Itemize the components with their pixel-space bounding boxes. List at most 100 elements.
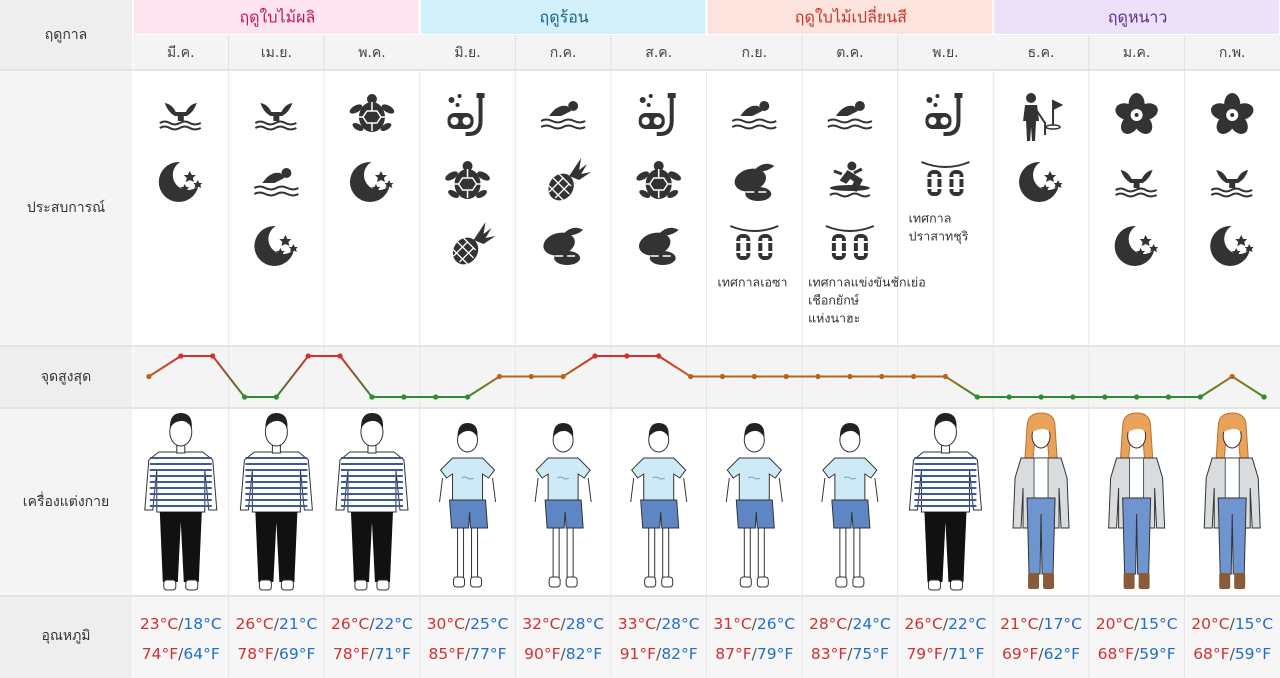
icon-part [476,93,485,98]
icon-part [954,93,963,98]
temp-separator: / [274,615,280,633]
icon-part [185,579,199,591]
icon-part [843,476,857,480]
icon-part [448,97,455,103]
temp-separator: / [1038,615,1044,633]
peak-point [783,373,789,380]
temp-separator: / [847,615,853,633]
temperature: 91°F/82°F [620,645,698,663]
temp-low: 59°F [1235,645,1271,663]
temp-low: 15°C [1139,615,1177,633]
peak-point [592,353,598,359]
experience-icon [1115,170,1158,198]
season-name: ฤดูหนาว [1108,8,1168,28]
icon-part [168,171,203,196]
icon-part [352,123,364,131]
clothing-figure [1012,412,1070,589]
icon-part [839,528,861,578]
icon-part [924,512,967,582]
temp-low: 21°C [279,615,317,633]
peak-point [879,373,885,380]
experience-icon [445,161,490,199]
peak-point [751,373,757,380]
icon-part [477,171,490,181]
experience-icon [1114,224,1159,266]
icon-part [934,413,957,428]
experience-icon [543,227,584,265]
icon-part [273,116,280,121]
experience-icon [925,93,963,136]
experience-label: เทศกาล [909,211,952,226]
icon-part [835,238,842,256]
icon-part [381,104,395,114]
icon-part [449,499,489,529]
icon-part [739,576,752,588]
experience-icon [825,225,875,260]
label-cell [0,0,132,69]
icon-part [735,499,775,529]
month-row [133,35,1280,69]
experience-icon [1210,224,1255,266]
clothing-figure [1108,412,1166,589]
icon-part [931,174,938,192]
icon-part [1219,573,1231,589]
icon-part [569,158,592,180]
temperature: 79°F/71°F [906,645,984,663]
month-label: ต.ค. [836,45,863,61]
experience-icon [254,224,299,266]
peak-point [815,373,821,380]
temp-separator: / [561,615,567,633]
icon-part [1033,457,1049,499]
icon-part [825,225,875,232]
icon-part [653,161,664,171]
temp-low: 71°F [948,645,984,663]
icon-part [358,102,385,132]
icon-part [1124,235,1159,260]
temperature: 90°F/82°F [524,645,602,663]
temp-separator: / [465,615,471,633]
temp-low: 82°F [566,645,602,663]
icon-part [457,94,462,98]
icon-part [646,103,651,107]
temperature: 26°C/21°C [235,615,317,633]
temp-high: 31°C [713,615,751,633]
icon-part [359,171,394,196]
icon-part [360,413,384,428]
icon-part [163,579,177,591]
experience-label: เทศกาลเอซา [718,275,788,290]
experience-label: ปราสาทชุริ [909,229,969,245]
icon-part [457,423,478,437]
experience-icon [729,225,779,260]
icon-part [448,190,459,198]
peak-segment [339,355,373,398]
season-name: ฤดูร้อน [540,8,589,28]
experience-icon [1019,160,1064,202]
icon-part [829,192,871,198]
icon-part [1216,170,1249,183]
icon-part [638,232,671,256]
temp-high: 26°C [235,615,273,633]
icon-part [253,185,299,197]
season-name: ฤดูใบไม้ผลิ [239,8,315,28]
clothing-figure [821,423,879,588]
icon-part [544,499,584,529]
icon-part [548,576,561,588]
temperature: 85°F/77°F [429,645,507,663]
peak-point [624,353,630,359]
temp-separator: / [561,645,567,663]
icon-part [933,103,938,107]
temp-low: 28°C [661,615,699,633]
temp-high: 87°F [715,645,751,663]
icon-part [630,477,688,503]
month-label: ม.ค. [1123,45,1151,61]
temp-separator: / [656,615,662,633]
experience-icon [638,227,679,265]
peak-point [974,394,980,400]
season-header [134,0,419,34]
icon-part [454,169,481,199]
icon-part [835,105,858,116]
icon-part [445,171,458,181]
peak-point [273,394,279,400]
temp-high: 20°C [1191,615,1229,633]
icon-part [366,94,377,104]
